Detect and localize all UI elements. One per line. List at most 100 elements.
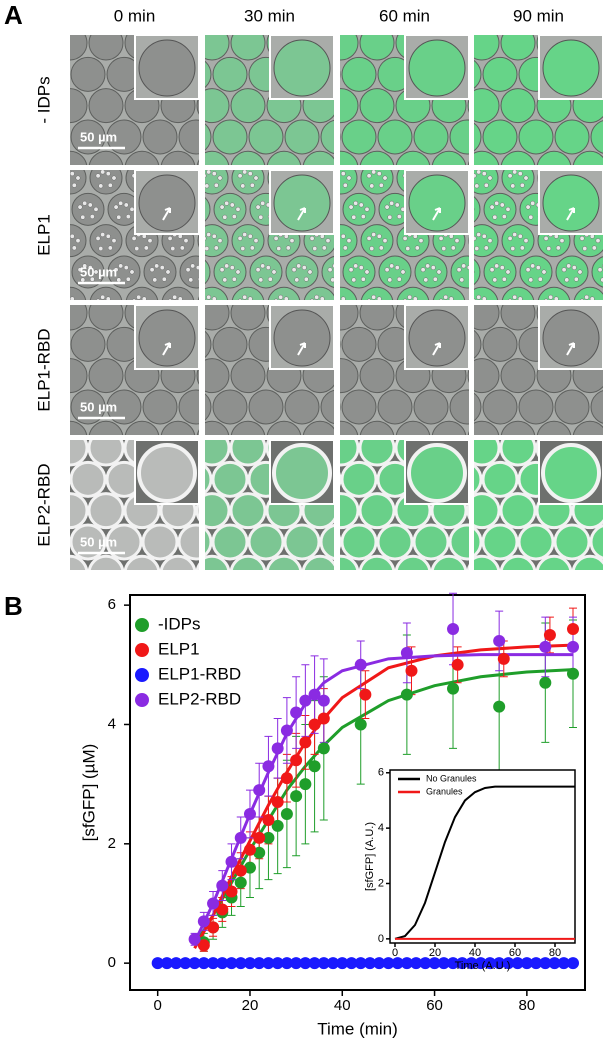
droplet — [205, 492, 231, 530]
y-tick-label: 0 — [108, 954, 116, 971]
granule — [358, 265, 364, 271]
droplet — [36, 131, 68, 163]
droplet — [360, 286, 394, 300]
granule — [396, 276, 402, 282]
granule — [452, 301, 456, 305]
granule — [487, 175, 493, 181]
droplet — [160, 150, 196, 165]
granule — [371, 170, 377, 175]
point — [400, 688, 413, 701]
granule — [60, 236, 64, 240]
granule — [129, 269, 135, 275]
granule — [423, 277, 429, 283]
granule — [507, 173, 513, 179]
droplet — [35, 120, 69, 154]
granule — [34, 171, 38, 175]
granule — [54, 214, 58, 218]
granule — [524, 301, 528, 305]
granule — [309, 298, 315, 300]
point — [447, 957, 460, 970]
granule — [36, 183, 40, 187]
droplet — [449, 389, 469, 425]
granule — [387, 277, 393, 283]
arrow — [432, 207, 441, 221]
droplet — [359, 88, 395, 124]
granule — [296, 263, 302, 269]
granule — [314, 294, 320, 300]
granule — [505, 269, 511, 275]
arrow — [566, 207, 575, 221]
granule — [517, 171, 523, 177]
droplet — [306, 0, 340, 29]
droplet — [284, 119, 320, 155]
droplet — [249, 255, 283, 289]
droplet — [378, 255, 412, 289]
granule — [42, 205, 46, 209]
droplet — [205, 358, 230, 394]
granule — [123, 202, 129, 208]
point — [253, 831, 266, 844]
point — [400, 646, 413, 659]
point — [437, 957, 450, 970]
droplet — [340, 170, 358, 195]
granule — [131, 235, 137, 241]
granule — [179, 245, 185, 251]
droplet — [555, 255, 589, 289]
granule — [405, 246, 411, 252]
droplet — [89, 170, 123, 195]
granule — [54, 340, 58, 344]
inset-droplet — [272, 443, 332, 503]
granule — [211, 233, 217, 239]
granule — [136, 294, 142, 300]
micrograph: 50 µm — [17, 35, 199, 185]
granule — [443, 294, 449, 300]
granule — [470, 144, 474, 148]
granule — [371, 294, 377, 300]
granule — [258, 277, 264, 283]
granule — [507, 298, 513, 300]
droplet — [231, 286, 265, 300]
point — [234, 831, 247, 844]
droplet — [229, 440, 267, 467]
droplet — [247, 523, 285, 561]
droplet — [248, 389, 284, 425]
granule — [100, 294, 106, 300]
granule — [249, 245, 255, 251]
y-tick-label: 4 — [108, 715, 116, 732]
droplet — [88, 150, 124, 165]
granule — [42, 142, 46, 146]
granule — [36, 308, 40, 312]
granule — [45, 278, 49, 282]
granule — [152, 277, 158, 283]
granule — [294, 277, 300, 283]
point — [548, 957, 561, 970]
x-tick-label: 40 — [334, 997, 351, 1014]
inset-droplet — [273, 39, 331, 97]
inset-droplet — [542, 39, 600, 97]
droplet — [143, 255, 177, 289]
droplet — [17, 151, 51, 185]
granule — [118, 200, 124, 206]
granule — [52, 140, 56, 144]
droplet — [413, 119, 449, 155]
droplet — [340, 440, 360, 467]
granule — [28, 170, 32, 174]
point — [207, 897, 220, 910]
x-tick-label: 0 — [154, 997, 162, 1014]
granule — [253, 175, 259, 181]
granule — [469, 340, 473, 344]
granule — [389, 263, 395, 269]
droplet — [212, 56, 248, 92]
granule — [378, 182, 384, 188]
droplet — [248, 119, 284, 155]
granule — [54, 152, 58, 156]
droplet — [553, 523, 591, 561]
point — [520, 957, 533, 970]
granule — [330, 277, 334, 283]
legend-label: ELP1 — [158, 639, 200, 658]
inset-droplet — [137, 443, 197, 503]
granule — [340, 171, 346, 177]
granule — [332, 263, 334, 269]
granule — [111, 175, 117, 181]
granule — [46, 264, 50, 268]
